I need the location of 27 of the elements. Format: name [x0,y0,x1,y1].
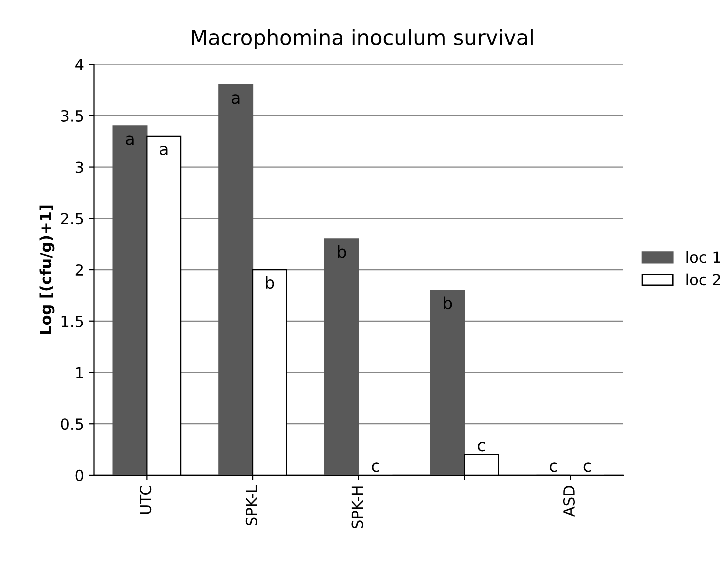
y-tick-label: 1 [76,367,84,379]
y-tick-label: 1.5 [62,316,84,328]
data-label: a [126,136,134,146]
y-tick-label: 2.5 [61,213,84,225]
y-tick-label: 0.5 [61,418,84,430]
data-label: a [160,146,168,156]
y-tick-label: 0 [76,470,84,482]
y-tick-label: 3 [76,162,84,174]
legend-label: loc 1 [686,251,720,264]
data-label: b [444,296,452,310]
y-tick-label: 2 [76,264,83,276]
y-tick-label: 4 [76,59,84,70]
x-tick-label: SPK-H [352,486,364,529]
y-tick-label: 3.5 [61,110,84,122]
data-label: c [372,462,380,472]
data-label: a [232,94,240,104]
data-label: c [550,462,558,472]
y-axis-title: Log [(cfu/g)+1] [40,206,55,334]
x-tick-label: UTC [140,486,152,514]
data-label: b [266,276,274,290]
x-tick-label: SPK-L [246,485,258,526]
legend-label: loc 2 [686,274,720,286]
chart-title: Macrophomina inoculum survival [192,29,533,50]
x-tick-label: ASD [563,486,576,517]
data-label: c [478,442,486,452]
data-label: c [584,462,592,472]
data-label: b [338,245,346,258]
